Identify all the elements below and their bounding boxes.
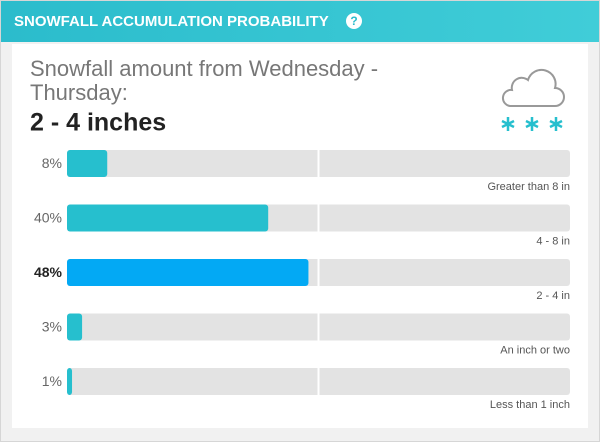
header-bar [1, 1, 599, 42]
help-icon-glyph[interactable]: ? [350, 14, 357, 28]
headline: 2 - 4 inches [30, 109, 166, 137]
value-label: 3% [42, 319, 62, 335]
subtitle-line: Snowfall amount from Wednesday - [30, 56, 378, 81]
bar [67, 368, 73, 395]
help-icon[interactable] [346, 13, 362, 29]
category-label: Greater than 8 in [487, 181, 570, 193]
category-label: 4 - 8 in [536, 235, 570, 247]
subtitle-line: Thursday: [30, 80, 128, 105]
value-label: 8% [42, 155, 62, 171]
bar [67, 259, 309, 286]
category-label: 2 - 4 in [536, 290, 570, 302]
value-label: 1% [42, 373, 62, 389]
value-label: 40% [34, 210, 62, 226]
bar [67, 313, 83, 341]
bar-chart: 8% Greater than 8 in 40% 4 - 8 in 48% 2 - 4 i… [34, 150, 570, 411]
value-label: 48% [34, 264, 63, 280]
category-label: Less than 1 inch [490, 399, 570, 411]
bar [67, 150, 108, 177]
snow-icon [501, 68, 565, 131]
card [12, 44, 588, 428]
category-label: An inch or two [500, 344, 570, 356]
header-title: SNOWFALL ACCUMULATION PROBABILITY [14, 13, 329, 30]
bar [67, 204, 269, 232]
